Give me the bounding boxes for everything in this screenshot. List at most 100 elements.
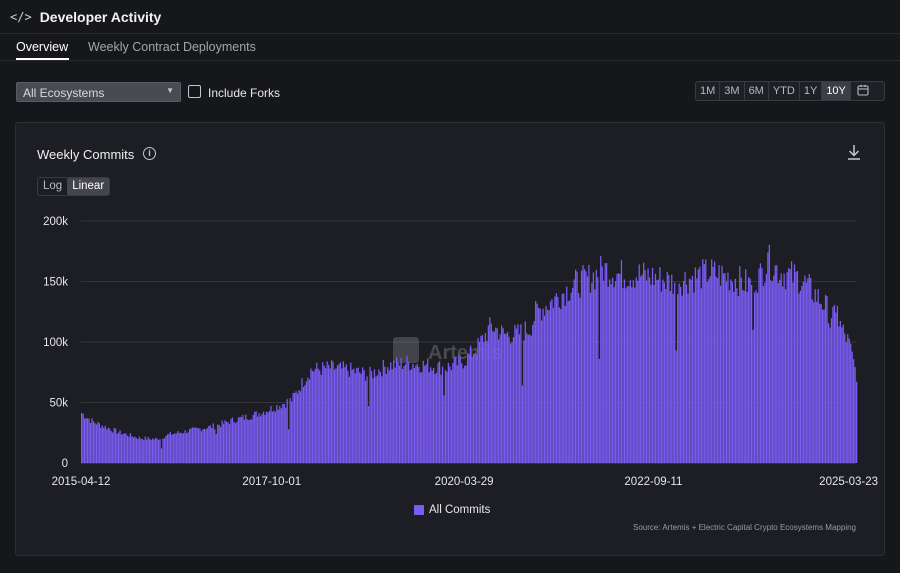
commit-bar[interactable] bbox=[483, 342, 485, 463]
commit-bar[interactable] bbox=[129, 433, 132, 463]
commit-bar[interactable] bbox=[725, 281, 728, 463]
commit-bar[interactable] bbox=[753, 292, 756, 463]
commit-bar[interactable] bbox=[187, 432, 189, 463]
commit-bar[interactable] bbox=[820, 303, 822, 463]
commit-bar[interactable] bbox=[234, 423, 237, 463]
commit-bar[interactable] bbox=[790, 261, 793, 463]
commit-bar[interactable] bbox=[750, 285, 753, 463]
commit-bar[interactable] bbox=[672, 293, 674, 463]
commit-bar[interactable] bbox=[301, 378, 303, 463]
commit-bar[interactable] bbox=[651, 267, 654, 463]
include-forks-checkbox[interactable] bbox=[188, 85, 201, 98]
commit-bar[interactable] bbox=[372, 378, 374, 463]
commit-bar[interactable] bbox=[762, 286, 765, 463]
commit-bar[interactable] bbox=[430, 367, 432, 463]
commit-bar[interactable] bbox=[799, 290, 802, 463]
commit-bar[interactable] bbox=[316, 362, 318, 463]
commit-bar[interactable] bbox=[824, 294, 827, 463]
commit-bar[interactable] bbox=[478, 341, 481, 463]
commit-bar[interactable] bbox=[498, 339, 500, 463]
commit-bar[interactable] bbox=[249, 419, 251, 463]
commit-bar[interactable] bbox=[166, 434, 169, 463]
commit-bar[interactable] bbox=[662, 279, 664, 463]
commit-bar[interactable] bbox=[259, 416, 262, 463]
commit-bar[interactable] bbox=[768, 244, 770, 463]
commit-bar[interactable] bbox=[85, 418, 87, 464]
commit-bar[interactable] bbox=[631, 287, 633, 463]
commit-bar[interactable] bbox=[391, 369, 393, 463]
commit-bar[interactable] bbox=[554, 296, 556, 463]
commit-bar[interactable] bbox=[107, 427, 109, 463]
commit-bar[interactable] bbox=[298, 389, 300, 463]
commit-bar[interactable] bbox=[477, 337, 479, 463]
commit-bar[interactable] bbox=[823, 309, 825, 463]
commit-bar[interactable] bbox=[450, 370, 452, 463]
commit-bar[interactable] bbox=[523, 340, 525, 463]
range-3m-button[interactable]: 3M bbox=[720, 82, 745, 100]
commit-bar[interactable] bbox=[539, 308, 541, 463]
commit-bar[interactable] bbox=[329, 368, 331, 463]
commit-bar[interactable] bbox=[286, 399, 288, 463]
commit-bar[interactable] bbox=[782, 286, 784, 463]
commit-bar[interactable] bbox=[222, 423, 225, 463]
commit-bar[interactable] bbox=[827, 323, 830, 463]
commit-bar[interactable] bbox=[785, 289, 787, 463]
commit-bar[interactable] bbox=[188, 429, 191, 463]
commit-bar[interactable] bbox=[295, 391, 297, 463]
commit-bar[interactable] bbox=[171, 434, 173, 463]
commit-bar[interactable] bbox=[811, 299, 813, 463]
commit-bar[interactable] bbox=[529, 334, 531, 463]
commit-bar[interactable] bbox=[218, 425, 220, 463]
commit-bar[interactable] bbox=[245, 414, 247, 463]
commit-bar[interactable] bbox=[561, 293, 563, 463]
commit-bar[interactable] bbox=[273, 410, 275, 463]
commit-bar[interactable] bbox=[228, 424, 231, 463]
commit-bar[interactable] bbox=[453, 357, 455, 463]
commit-bar[interactable] bbox=[407, 361, 410, 463]
commit-bar[interactable] bbox=[699, 266, 701, 463]
commit-bar[interactable] bbox=[764, 282, 766, 463]
commit-bar[interactable] bbox=[151, 438, 154, 463]
commit-bar[interactable] bbox=[570, 292, 572, 463]
commit-bar[interactable] bbox=[467, 353, 469, 463]
commit-bar[interactable] bbox=[103, 427, 105, 463]
commit-bar[interactable] bbox=[449, 366, 451, 463]
commit-bar[interactable] bbox=[776, 265, 778, 463]
commit-bar[interactable] bbox=[487, 325, 489, 463]
commit-bar[interactable] bbox=[839, 320, 841, 463]
commit-bar[interactable] bbox=[640, 276, 642, 463]
commit-bar[interactable] bbox=[512, 337, 515, 463]
commit-bar[interactable] bbox=[501, 325, 503, 463]
commit-bar[interactable] bbox=[422, 360, 424, 463]
commit-bar[interactable] bbox=[412, 363, 414, 463]
commit-bar[interactable] bbox=[628, 286, 630, 463]
range-ytd-button[interactable]: YTD bbox=[769, 82, 800, 100]
commit-bar[interactable] bbox=[116, 433, 118, 463]
commit-bar[interactable] bbox=[719, 285, 722, 463]
commit-bar[interactable] bbox=[634, 287, 636, 463]
commit-bar[interactable] bbox=[239, 417, 241, 463]
commit-bar[interactable] bbox=[193, 427, 195, 463]
commit-bar[interactable] bbox=[438, 361, 441, 463]
commit-bar[interactable] bbox=[122, 433, 124, 463]
commit-bar[interactable] bbox=[128, 436, 130, 463]
commit-bar[interactable] bbox=[739, 266, 741, 463]
commit-bar[interactable] bbox=[264, 414, 266, 463]
tab-overview[interactable]: Overview bbox=[16, 40, 69, 54]
commit-bar[interactable] bbox=[168, 433, 170, 463]
commit-bar[interactable] bbox=[363, 370, 365, 463]
commit-bar[interactable] bbox=[705, 259, 707, 463]
commit-bar[interactable] bbox=[314, 368, 316, 463]
commit-bar[interactable] bbox=[396, 357, 398, 463]
commit-bar[interactable] bbox=[384, 366, 386, 463]
commit-bar[interactable] bbox=[532, 324, 534, 463]
commit-bar[interactable] bbox=[595, 269, 597, 463]
commit-bar[interactable] bbox=[81, 413, 83, 463]
commit-bar[interactable] bbox=[400, 357, 402, 463]
commit-bar[interactable] bbox=[475, 354, 478, 463]
commit-bar[interactable] bbox=[736, 288, 738, 463]
commit-bar[interactable] bbox=[305, 381, 308, 463]
commit-bar[interactable] bbox=[616, 273, 618, 463]
commit-bar[interactable] bbox=[231, 417, 234, 463]
commit-bar[interactable] bbox=[709, 276, 711, 463]
